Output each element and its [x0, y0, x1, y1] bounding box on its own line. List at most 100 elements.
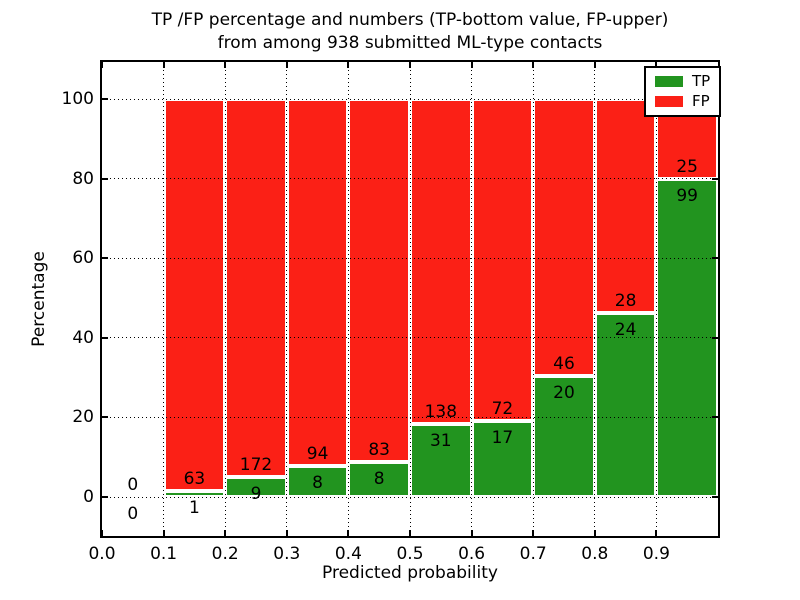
- x-axis-tick-top: [101, 62, 103, 68]
- gridline-vertical: [286, 62, 288, 536]
- x-axis-tick-top: [532, 62, 535, 68]
- bar-count-label-fp: 94: [306, 443, 329, 464]
- x-tick-label: 0.8: [581, 544, 609, 564]
- y-tick-label: 0: [83, 487, 94, 507]
- bar-count-label-tp: 24: [614, 320, 637, 341]
- legend-label-tp: TP: [692, 72, 711, 90]
- x-axis-tick-top: [347, 62, 350, 68]
- bar-count-label-tp: 0: [127, 504, 139, 524]
- x-tick-label: 0.5: [396, 544, 424, 564]
- bar-count-label-fp: 46: [553, 354, 575, 375]
- y-tick-label: 100: [61, 89, 94, 109]
- y-axis-tick-right: [712, 257, 718, 260]
- x-axis-tick-top: [655, 62, 658, 68]
- bar-segment-tp: [471, 420, 534, 497]
- x-tick-label: 0.0: [88, 544, 116, 564]
- y-axis-tick-right: [712, 177, 718, 180]
- y-axis-tick: [102, 496, 108, 498]
- x-axis-tick: [162, 530, 165, 536]
- x-axis-tick-top: [593, 62, 596, 68]
- x-tick-label: 0.7: [519, 544, 547, 564]
- fp-color-swatch: [655, 96, 683, 107]
- x-axis-tick-top: [224, 62, 227, 68]
- bar-segment-fp: [348, 99, 410, 462]
- x-axis-tick-top: [285, 62, 288, 68]
- y-axis-tick-right: [712, 336, 718, 339]
- plot-area: TP FP 0 20 40 60 80 100 0.0 0.1 0.2 0.3 0.4 0.5 0.6 0…: [62, 60, 722, 564]
- x-tick-label: 0.9: [642, 544, 670, 564]
- y-tick-label: 20: [72, 407, 94, 428]
- bar-count-label-fp: 63: [183, 468, 206, 489]
- y-axis-tick: [102, 98, 108, 100]
- x-axis-tick-top: [409, 62, 411, 68]
- chart-title-line1: TP /FP percentage and numbers (TP-bottom…: [151, 10, 669, 30]
- x-axis-tick: [409, 530, 411, 536]
- x-axis-tick: [224, 530, 227, 536]
- gridline-vertical: [471, 62, 473, 536]
- x-axis-tick-top: [470, 62, 473, 68]
- y-axis-label: Percentage: [29, 251, 49, 347]
- y-axis-tick-right: [712, 416, 718, 419]
- x-axis-tick: [470, 530, 473, 536]
- y-axis-tick: [102, 336, 108, 339]
- bar-count-label-tp: 99: [676, 186, 699, 207]
- y-axis-tick-right: [712, 496, 718, 498]
- bar-count-label-tp: 9: [250, 484, 262, 505]
- bar-segment-tp: [594, 313, 657, 497]
- gridline-vertical: [224, 62, 226, 536]
- bar-segment-fp: [471, 99, 534, 421]
- bar-count-label-fp: 83: [368, 440, 391, 460]
- bar-segment-fp: [163, 99, 226, 491]
- bar-count-label-fp: 28: [614, 291, 637, 312]
- bar-segment-tp: [163, 490, 226, 497]
- bar-segment-tp: [286, 465, 349, 497]
- x-axis-tick: [101, 530, 103, 536]
- x-axis-tick: [532, 530, 535, 536]
- y-axis-tick: [102, 416, 108, 419]
- bar-count-label-tp: 31: [429, 430, 452, 451]
- x-axis-tick-top: [162, 62, 165, 68]
- y-tick-label: 60: [72, 248, 94, 269]
- x-tick-label: 0.1: [150, 544, 178, 564]
- chart-title-line2: from among 938 submitted ML-type contact…: [217, 33, 603, 53]
- tp-color-swatch: [655, 76, 683, 87]
- x-axis-tick: [655, 530, 658, 536]
- x-tick-label: 0.6: [458, 544, 486, 564]
- y-tick-label: 40: [72, 327, 94, 348]
- bar-segment-tp: [225, 477, 287, 497]
- bar-segment-fp: [225, 99, 287, 478]
- x-axis-tick: [285, 530, 288, 536]
- gridline-vertical: [594, 62, 596, 536]
- bar-segment-fp: [410, 99, 472, 424]
- x-tick-label: 0.4: [334, 544, 362, 564]
- bar-segment-tp: [348, 462, 410, 497]
- bar-segment-fp: [286, 99, 349, 466]
- bar-count-label-fp: 25: [676, 157, 699, 178]
- x-axis-label: Predicted probability: [322, 563, 498, 583]
- bar-count-label-tp: 8: [373, 469, 385, 489]
- x-axis-tick: [347, 530, 350, 536]
- bar-count-label-tp: 20: [553, 383, 575, 404]
- bar-count-label-fp: 172: [239, 455, 273, 476]
- bar-count-label-tp: 17: [491, 427, 514, 448]
- bar-count-label-fp: 138: [424, 401, 458, 422]
- bar-segment-tp: [410, 423, 472, 497]
- gridline-vertical: [163, 62, 165, 536]
- bar-segment-fp: [533, 99, 595, 377]
- x-tick-label: 0.3: [273, 544, 301, 564]
- y-tick-label: 80: [72, 168, 94, 189]
- legend-item-tp: TP: [655, 74, 710, 89]
- bar-segment-fp: [594, 99, 657, 314]
- bar-count-label-tp: 1: [188, 497, 200, 518]
- y-axis-tick: [102, 177, 108, 180]
- x-axis-tick: [593, 530, 596, 536]
- x-tick-label: 0.2: [211, 544, 239, 564]
- gridline-vertical: [532, 62, 534, 536]
- bar-count-label-fp: 72: [491, 398, 514, 419]
- legend-label-fp: FP: [692, 92, 710, 110]
- gridline-vertical: [655, 62, 657, 536]
- y-axis-tick: [102, 257, 108, 260]
- bar-count-label-tp: 8: [312, 472, 324, 493]
- legend: TP FP: [644, 66, 722, 117]
